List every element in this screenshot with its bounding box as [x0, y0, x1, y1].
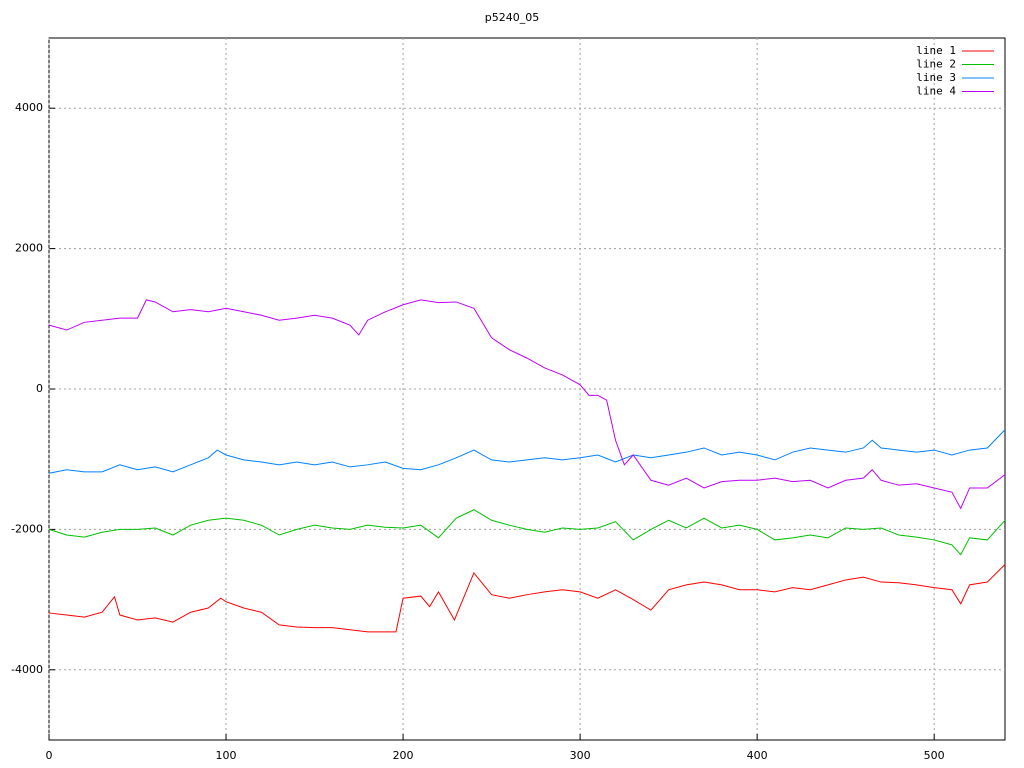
x-tick-label: 500 [924, 749, 945, 762]
y-tick-label: 4000 [15, 101, 43, 114]
y-tick-label: 0 [36, 382, 43, 395]
data-line [48, 299, 1006, 510]
x-tick-label: 100 [216, 749, 237, 762]
legend-label: line 3 [916, 71, 956, 84]
data-line [48, 564, 1006, 633]
x-tick-label: 400 [747, 749, 768, 762]
plot-frame [48, 37, 1006, 741]
y-tick-label: -2000 [11, 522, 43, 535]
chart-title: p5240_05 [485, 11, 539, 24]
y-tick-label: -4000 [11, 663, 43, 676]
data-line [48, 509, 1006, 556]
data-line [48, 429, 1006, 474]
x-tick-label: 200 [393, 749, 414, 762]
legend-label: line 2 [916, 58, 956, 71]
y-tick-label: 2000 [15, 242, 43, 255]
x-tick-label: 0 [46, 749, 53, 762]
x-tick-label: 300 [570, 749, 591, 762]
legend-label: line 4 [916, 85, 956, 98]
legend-label: line 1 [916, 44, 956, 57]
